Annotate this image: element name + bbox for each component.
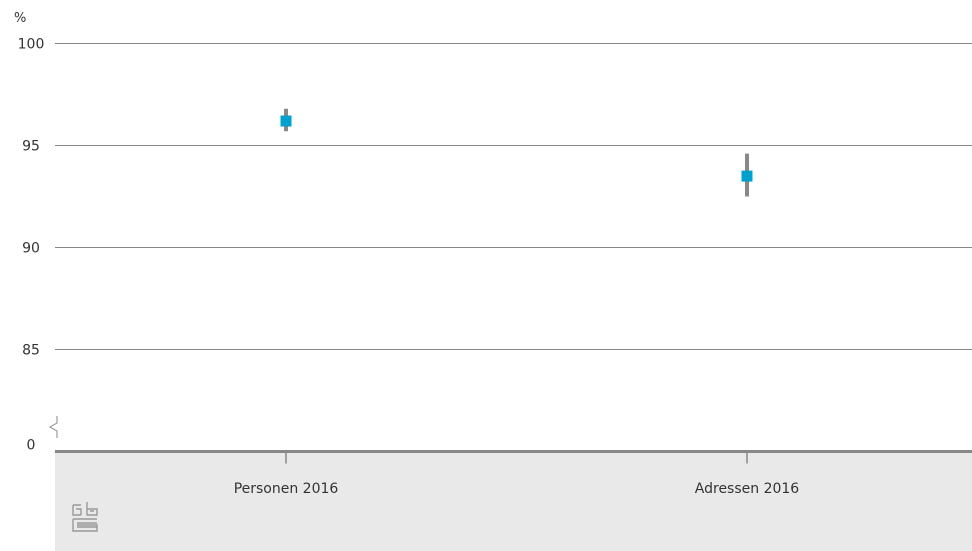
- y-tick-label: 95: [22, 139, 40, 155]
- x-ticks: [285, 453, 748, 464]
- y-unit-label: %: [14, 11, 26, 26]
- data-point: [280, 115, 292, 127]
- y-tick-label: 100: [18, 37, 45, 53]
- grid-lines: [55, 43, 972, 350]
- data-point: [741, 170, 753, 182]
- y-tick-label: 85: [22, 343, 40, 359]
- y-tick-label: 90: [22, 241, 40, 257]
- category-labels: Personen 2016 Adressen 2016: [234, 481, 800, 497]
- axis-break-icon: [48, 416, 58, 438]
- category-label: Personen 2016: [234, 481, 339, 497]
- y-tick-labels: 0 85 90 95 100: [18, 37, 45, 454]
- category-label: Adressen 2016: [695, 481, 800, 497]
- y-tick-label: 0: [27, 438, 36, 454]
- category-band: [55, 452, 972, 551]
- cbs-logo-icon: [72, 502, 98, 532]
- data-points: [280, 108, 753, 197]
